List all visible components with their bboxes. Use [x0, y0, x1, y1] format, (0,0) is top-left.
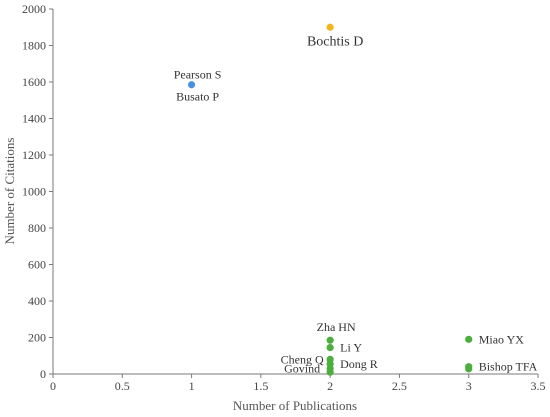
y-tick-label: 2000	[22, 2, 46, 16]
data-point	[326, 343, 334, 352]
y-tick-label: 1800	[22, 39, 46, 53]
data-point	[326, 336, 334, 344]
point-label: Cheng Q	[281, 352, 324, 366]
data-point	[326, 23, 334, 31]
x-tick-label: 3	[466, 379, 472, 393]
data-points	[187, 23, 473, 376]
y-tick-label: 800	[28, 221, 46, 235]
point-label: Li Y	[340, 341, 362, 355]
x-tick-label: 0	[50, 379, 56, 393]
point-label: Busato P	[176, 90, 219, 104]
data-point	[187, 81, 196, 89]
x-tick-label: 1.5	[253, 379, 268, 393]
y-tick-label: 400	[28, 294, 46, 308]
point-label: Miao YX	[479, 332, 525, 346]
point-label: Dong R	[340, 357, 378, 371]
y-tick-label: 200	[28, 331, 46, 345]
y-tick-label: 1000	[22, 185, 46, 199]
y-axis: 0 200 400 600 800 1000 1200 1400 1600 1800 2000	[22, 2, 54, 381]
y-axis-title: Number of Citations	[2, 138, 17, 245]
y-tick-label: 1200	[22, 148, 46, 162]
x-axis: 0 0.5 1 1.5 2 2.5 3 3.5	[50, 373, 546, 393]
y-tick-label: 600	[28, 258, 46, 272]
x-tick-label: 3.5	[531, 379, 546, 393]
x-axis-title: Number of Publications	[233, 398, 357, 413]
data-point	[465, 365, 473, 373]
x-tick-label: 2	[327, 379, 333, 393]
y-tick-label: 1400	[22, 112, 46, 126]
point-labels: Bochtis D Pearson S Busato P Zha HN Li Y Chen…	[174, 34, 538, 375]
point-label: Zha HN	[317, 320, 356, 334]
point-label: Bochtis D	[307, 34, 363, 49]
y-tick-label: 0	[40, 367, 46, 381]
data-point	[326, 368, 334, 376]
x-tick-label: 1	[189, 379, 195, 393]
point-label: Bishop TFA	[479, 360, 538, 374]
point-label: Govind	[284, 362, 320, 376]
data-point	[465, 335, 473, 343]
y-tick-label: 1600	[22, 75, 46, 89]
x-tick-label: 2.5	[392, 379, 407, 393]
point-label: Pearson S	[174, 68, 222, 82]
x-tick-label: 0.5	[115, 379, 130, 393]
